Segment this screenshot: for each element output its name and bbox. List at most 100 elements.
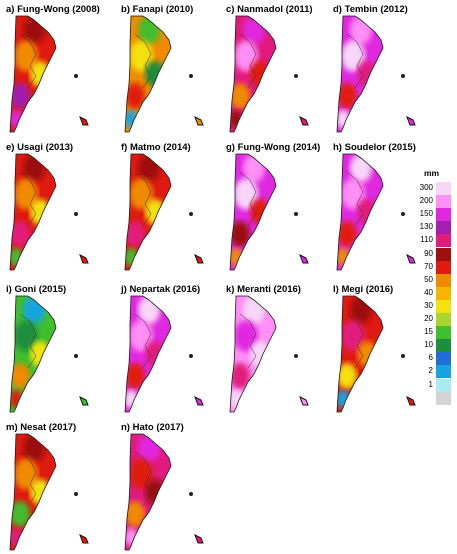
- legend-label: 150: [419, 209, 433, 219]
- legend-item: 130: [408, 221, 457, 235]
- county-boundary: [346, 33, 364, 89]
- legend-label: 10: [424, 340, 433, 350]
- rainfall-map: [336, 153, 416, 271]
- rainfall-zone: [250, 341, 270, 367]
- legend-item: 40: [408, 286, 457, 300]
- legend-label: 200: [419, 196, 433, 206]
- rainfall-zone: [341, 320, 365, 352]
- island: [401, 354, 405, 358]
- legend-label: 110: [420, 235, 433, 245]
- legend-swatch: [436, 221, 451, 235]
- rainfall-zone: [337, 83, 357, 109]
- rainfall-zone: [125, 221, 145, 247]
- island: [189, 492, 193, 496]
- rainfall-zone: [14, 178, 38, 210]
- rainfall-zone: [357, 61, 377, 87]
- panel-h: h) Soudelor (2015): [333, 142, 438, 274]
- legend-swatch: [436, 365, 451, 379]
- legend-item: 15: [408, 326, 457, 340]
- panel-e: e) Usagi (2013): [6, 142, 111, 274]
- panel-title: j) Nepartak (2016): [121, 284, 201, 295]
- county-boundary: [19, 171, 37, 227]
- rainfall-zone: [125, 363, 145, 389]
- island: [79, 253, 89, 264]
- rainfall-zone: [129, 178, 153, 210]
- rainfall-legend: mm 300 200 150 130 110 90 70 50 40 30 20 15 10 6 2 1: [408, 168, 457, 408]
- legend-item: 50: [408, 273, 457, 287]
- island: [74, 354, 78, 358]
- rainfall-zone: [30, 61, 50, 87]
- legend-label: 70: [424, 261, 433, 271]
- legend-item: [408, 391, 457, 405]
- rainfall-zone: [250, 199, 270, 225]
- island: [294, 212, 298, 216]
- rainfall-map: [124, 153, 204, 271]
- rainfall-zone: [230, 363, 250, 389]
- coastline: [124, 153, 172, 271]
- coastline: [124, 15, 172, 133]
- coastline: [336, 15, 384, 133]
- island: [401, 74, 405, 78]
- legend-item: 70: [408, 260, 457, 274]
- county-boundary: [239, 313, 257, 369]
- rainfall-map: [124, 433, 204, 551]
- rainfall-zone: [234, 40, 258, 72]
- legend-swatch: [436, 247, 451, 261]
- legend-swatch: [436, 208, 451, 222]
- legend-item: 1: [408, 378, 457, 392]
- county-boundary: [239, 171, 257, 227]
- rainfall-zone: [357, 199, 377, 225]
- panel-title: c) Nanmadol (2011): [226, 4, 313, 15]
- rainfall-map: [124, 295, 204, 413]
- island: [74, 212, 78, 216]
- island: [406, 253, 416, 264]
- legend-swatch: [436, 234, 451, 248]
- panel-f: f) Matmo (2014): [121, 142, 226, 274]
- rainfall-map: [9, 295, 89, 413]
- island: [299, 253, 309, 264]
- rainfall-zone: [357, 341, 377, 367]
- rainfall-zone: [129, 40, 153, 72]
- legend-label: 40: [424, 287, 433, 297]
- legend-item: 10: [408, 339, 457, 353]
- panel-i: i) Goni (2015): [6, 284, 111, 416]
- panel-b: b) Fanapi (2010): [121, 4, 226, 136]
- county-boundary: [19, 451, 37, 507]
- coastline: [229, 153, 277, 271]
- panel-title: b) Fanapi (2010): [121, 4, 194, 15]
- coastline: [336, 153, 384, 271]
- panel-a: a) Fung-Wong (2008): [6, 4, 111, 136]
- panel-title: d) Tembin (2012): [333, 4, 408, 15]
- county-boundary: [19, 313, 37, 369]
- legend-label: 20: [424, 314, 433, 323]
- legend-swatch: [436, 352, 451, 366]
- panel-g: g) Fung-Wong (2014): [226, 142, 331, 274]
- rainfall-zone: [337, 221, 357, 247]
- rainfall-zone: [10, 83, 30, 109]
- rainfall-zone: [145, 479, 165, 505]
- panel-title: f) Matmo (2014): [121, 142, 191, 153]
- panel-title: m) Nesat (2017): [6, 422, 77, 433]
- legend-item: 300: [408, 182, 457, 195]
- legend-swatch: [436, 313, 451, 326]
- legend-swatch: [436, 182, 451, 195]
- island: [189, 212, 193, 216]
- panel-title: h) Soudelor (2015): [333, 142, 416, 153]
- island: [299, 395, 309, 406]
- rainfall-zone: [129, 458, 153, 490]
- legend-item: 20: [408, 313, 457, 326]
- legend-swatch: [436, 273, 451, 287]
- island: [189, 74, 193, 78]
- panel-title: a) Fung-Wong (2008): [6, 4, 100, 15]
- legend-swatch: [436, 195, 451, 209]
- legend-item: 150: [408, 208, 457, 222]
- island: [74, 492, 78, 496]
- rainfall-zone: [30, 199, 50, 225]
- county-boundary: [134, 33, 152, 89]
- county-boundary: [346, 313, 364, 369]
- rainfall-zone: [129, 320, 153, 352]
- island: [79, 115, 89, 126]
- rainfall-zone: [125, 83, 145, 109]
- legend-label: 30: [424, 300, 433, 310]
- island: [194, 395, 204, 406]
